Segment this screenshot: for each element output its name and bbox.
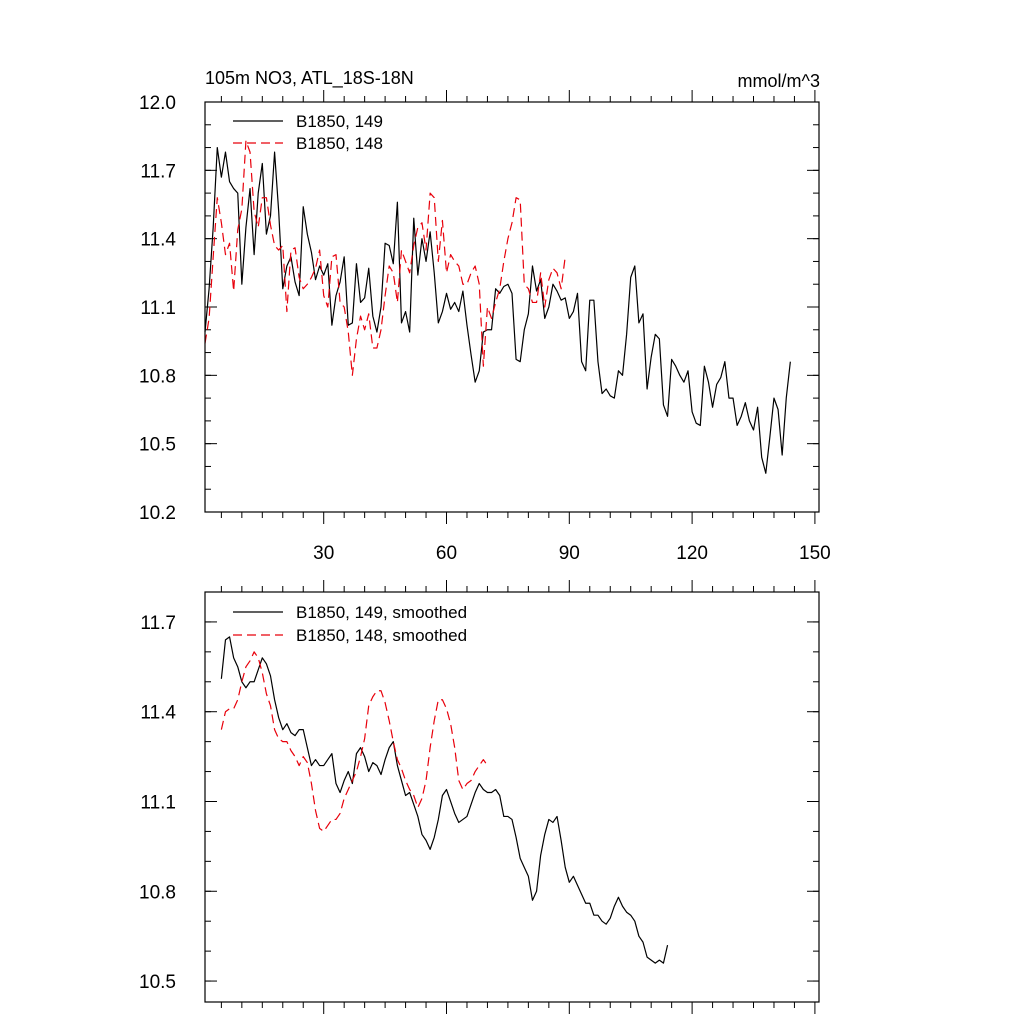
top-panel-y-tick-labels: 10.2 10.5 10.8 11.1 11.4 11.7 12.0: [139, 93, 176, 524]
bottom-panel-y-tick-labels: 10.5 10.8 11.1 11.4 11.7: [139, 613, 176, 993]
x-tick-label: 90: [559, 543, 580, 564]
legend-label-b1850-149-smoothed: B1850, 149, smoothed: [296, 603, 467, 622]
top-panel-x-tick-labels: 30 60 90 120 150: [313, 543, 831, 564]
series-line-b1850-149-smoothed: [220, 636, 669, 964]
series-line-b1850-149: [204, 146, 791, 474]
x-tick-label: 60: [436, 543, 457, 564]
top-panel-legend: B1850, 149 B1850, 148: [233, 112, 383, 153]
x-tick-label: 30: [313, 543, 334, 564]
x-tick-label: 120: [676, 543, 708, 564]
top-panel-units: mmol/m^3: [738, 71, 820, 91]
y-tick-label: 10.2: [139, 503, 176, 524]
series-line-b1850-148-smoothed: [220, 651, 488, 833]
bottom-panel-frame: [204, 591, 820, 1003]
y-tick-label: 11.4: [140, 703, 176, 724]
top-panel-ticks: [205, 90, 819, 524]
y-tick-label: 11.1: [140, 298, 176, 319]
legend-label-b1850-148: B1850, 148: [296, 134, 383, 153]
top-panel-series: [204, 140, 791, 474]
bottom-panel-ticks: [205, 580, 819, 1014]
bottom-panel-legend: B1850, 149, smoothed B1850, 148, smoothe…: [233, 603, 467, 645]
bottom-panel: 10.5 10.8 11.1 11.4 11.7 B1850, 149, smoothe…: [139, 580, 820, 1014]
top-panel: 105m NO3, ATL_18S-18N mmol/m^3 10.210.51…: [139, 68, 831, 564]
y-tick-label: 11.1: [140, 792, 176, 813]
y-tick-label: 10.8: [139, 882, 176, 903]
series-line-b1850-148: [204, 140, 566, 376]
bottom-panel-series: [220, 636, 669, 964]
y-tick-label: 11.7: [140, 613, 176, 634]
y-tick-label: 12.0: [139, 93, 176, 114]
x-tick-label: 150: [799, 543, 831, 564]
top-panel-frame: [204, 101, 820, 513]
y-tick-label: 10.8: [139, 366, 176, 387]
y-tick-label: 11.4: [140, 230, 176, 251]
y-tick-label: 10.5: [139, 435, 176, 456]
legend-label-b1850-149: B1850, 149: [296, 112, 383, 131]
y-tick-label: 10.5: [139, 972, 176, 993]
y-tick-label: 11.7: [140, 161, 176, 182]
top-panel-title: 105m NO3, ATL_18S-18N: [205, 68, 414, 89]
legend-label-b1850-148-smoothed: B1850, 148, smoothed: [296, 626, 467, 645]
